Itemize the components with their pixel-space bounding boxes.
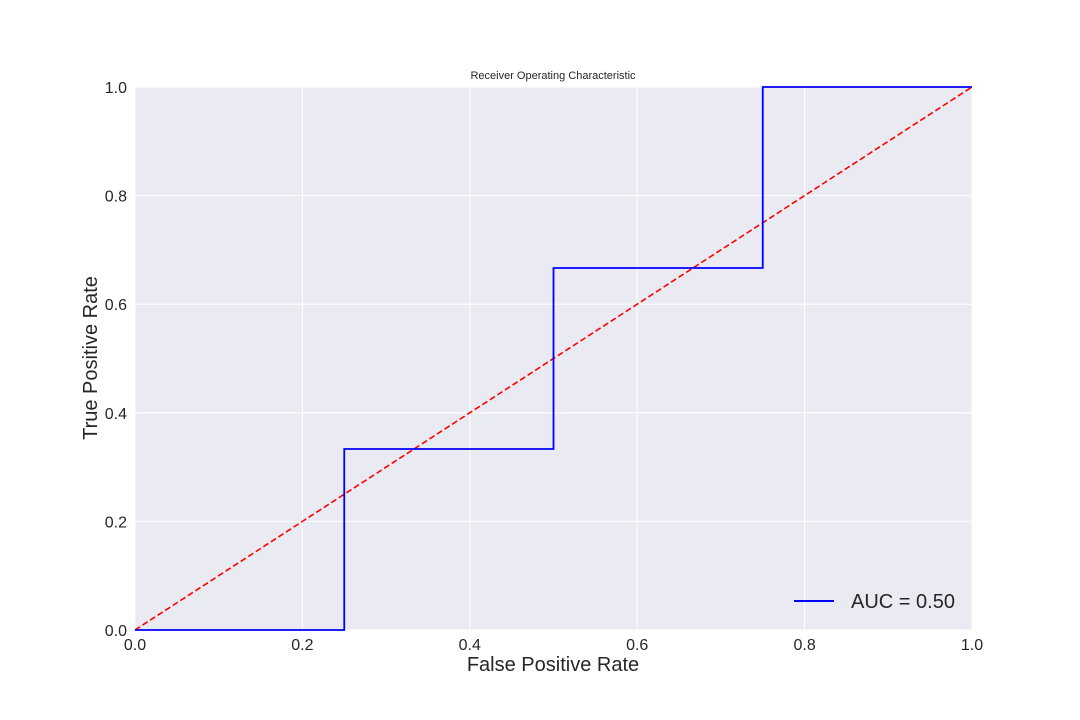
legend: AUC = 0.50 xyxy=(794,591,955,613)
x-tick-label: 0.0 xyxy=(124,637,146,654)
roc-curve-series-line xyxy=(135,86,972,631)
x-tick-label: 0.6 xyxy=(626,637,648,654)
y-tick-label: 0.8 xyxy=(105,189,127,206)
y-tick-label: 1.0 xyxy=(105,80,127,97)
y-tick-label: 0.4 xyxy=(105,406,127,423)
x-tick-label: 0.2 xyxy=(291,637,313,654)
y-tick-label: 0.6 xyxy=(105,297,127,314)
x-tick-label: 1.0 xyxy=(961,637,983,654)
chart-title: Receiver Operating Characteristic xyxy=(470,70,636,82)
x-tick-label: 0.8 xyxy=(793,637,815,654)
series-layer xyxy=(134,86,973,631)
y-tick-label: 0.0 xyxy=(105,623,127,640)
y-axis-title: True Positive Rate xyxy=(80,276,102,440)
x-axis-title: False Positive Rate xyxy=(467,654,639,676)
legend-label: AUC = 0.50 xyxy=(851,591,955,613)
x-tick-label: 0.4 xyxy=(459,637,481,654)
y-tick-labels: 0.0 0.2 0.4 0.6 0.8 1.0 xyxy=(105,80,127,640)
x-tick-labels: 0.0 0.2 0.4 0.6 0.8 1.0 xyxy=(124,637,983,654)
y-tick-label: 0.2 xyxy=(105,514,127,531)
